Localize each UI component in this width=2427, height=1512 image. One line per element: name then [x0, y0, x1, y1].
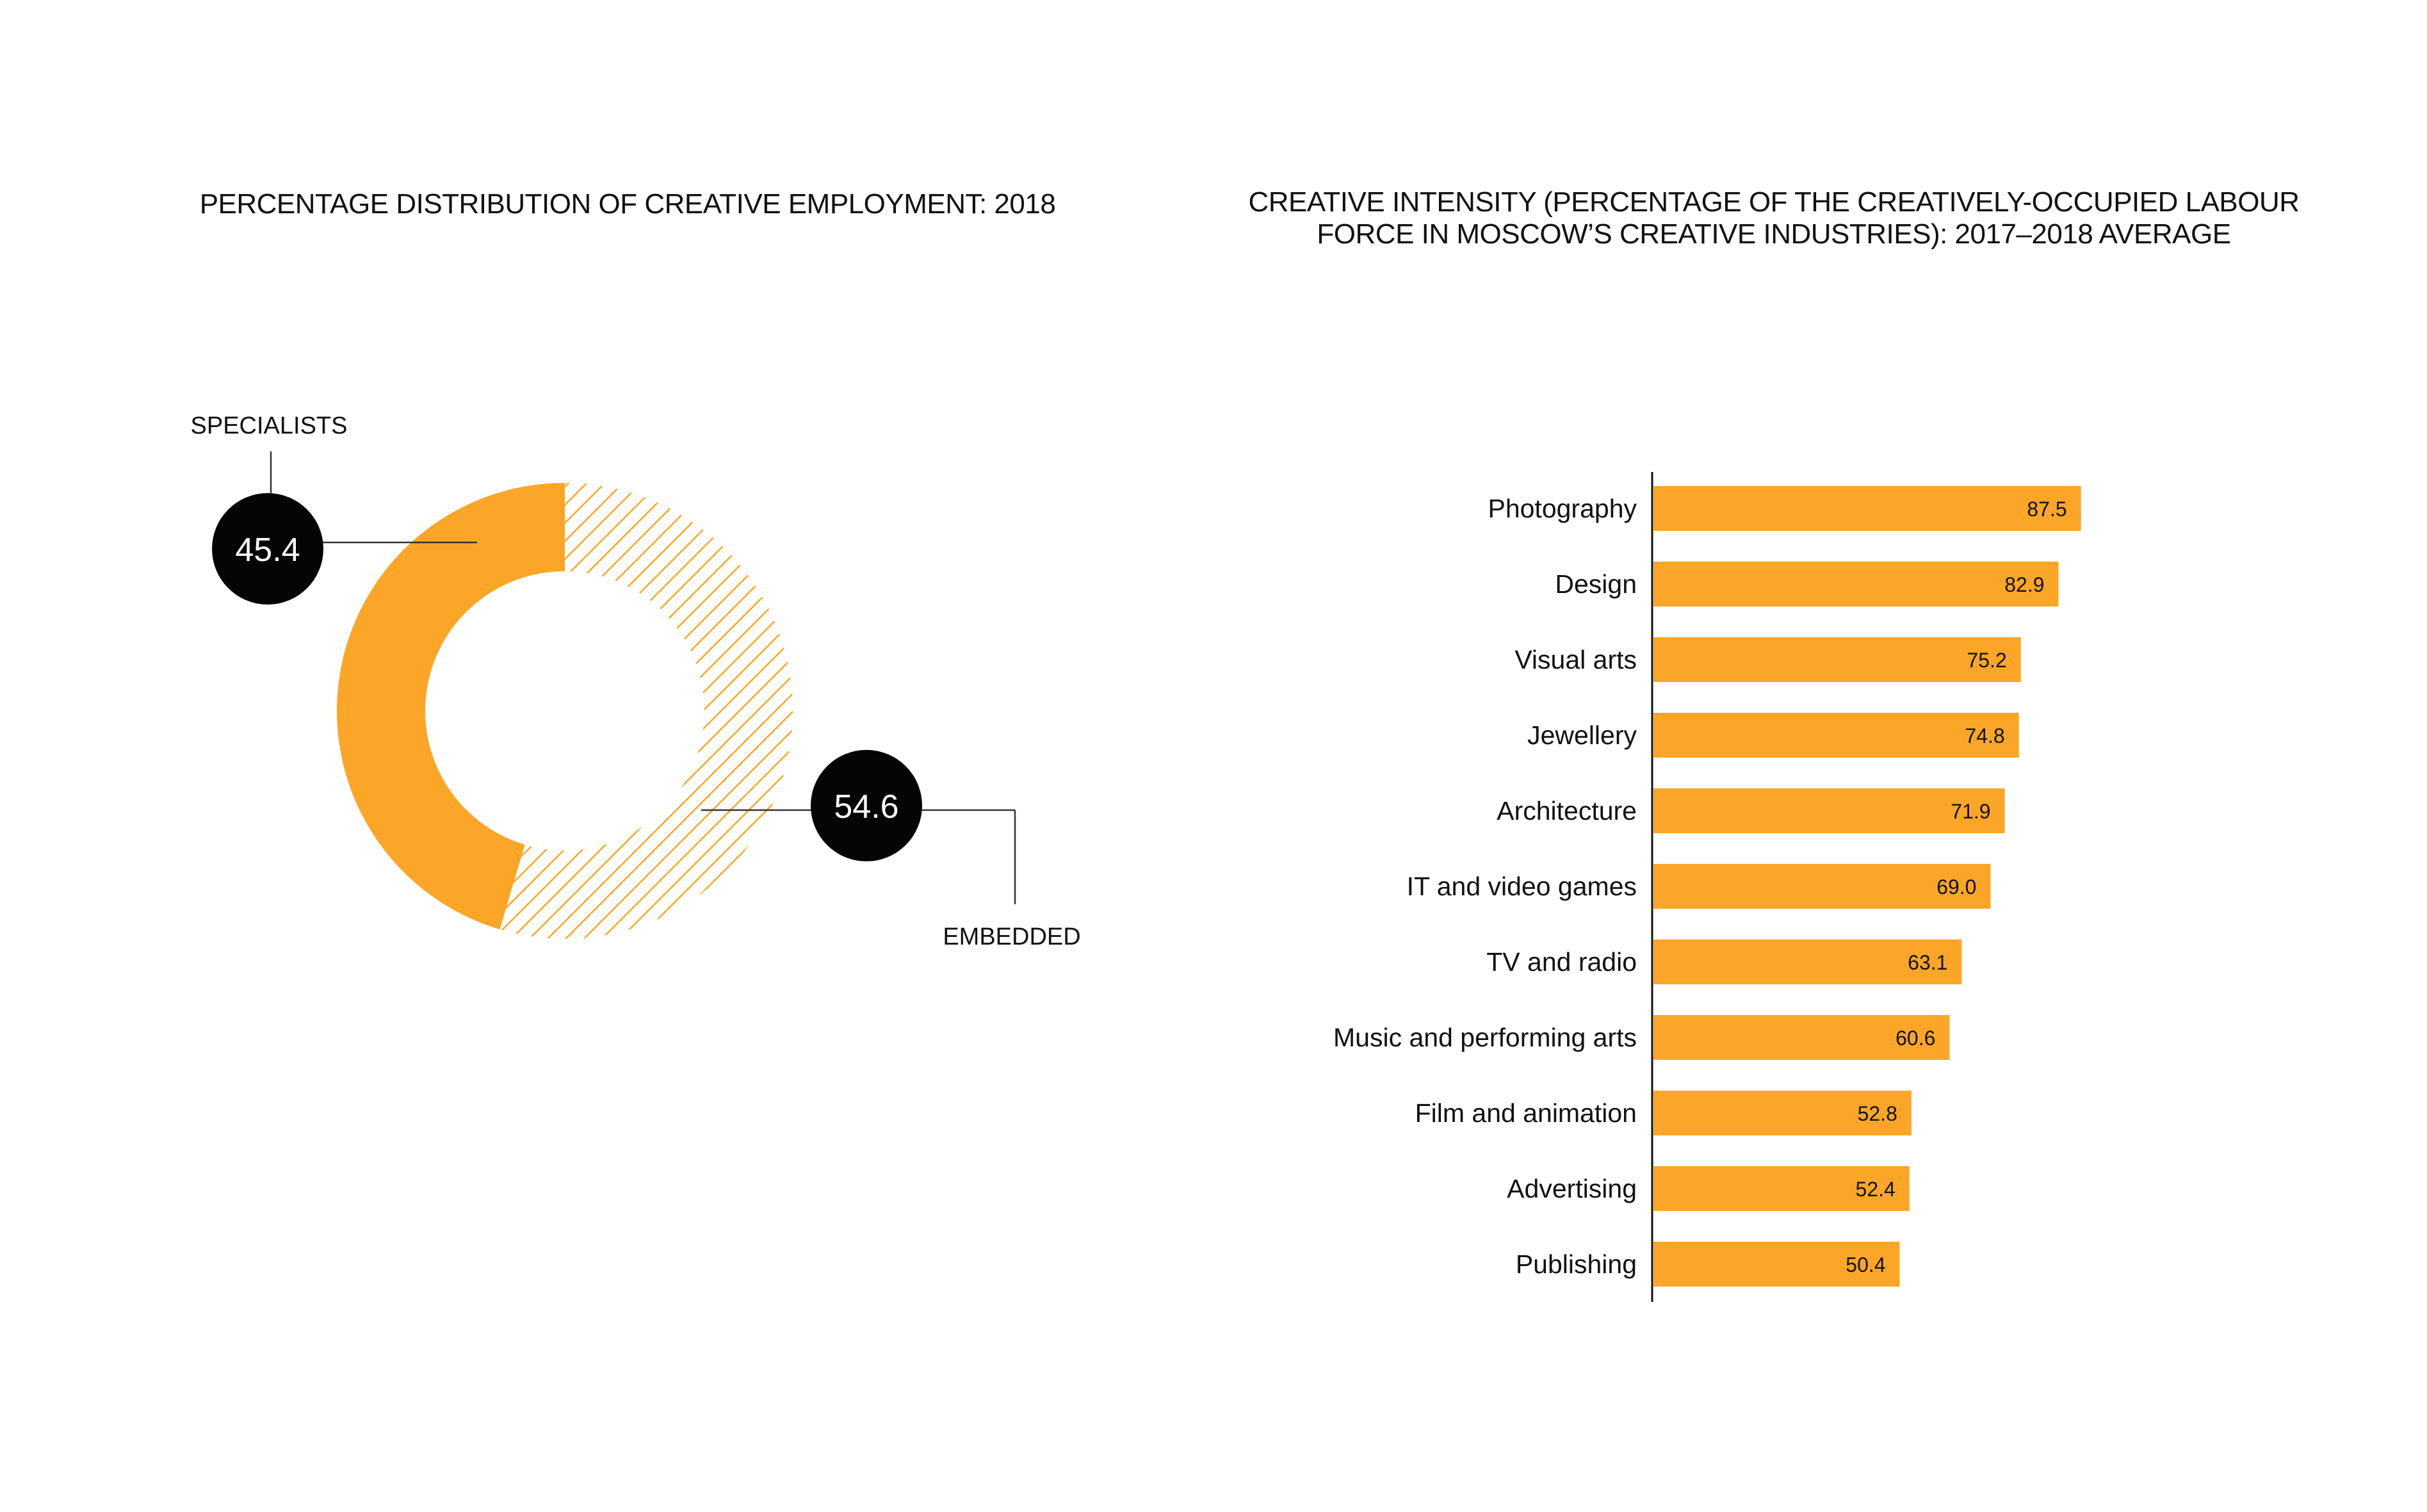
embedded-callout: 54.6 EMBEDDED [701, 750, 1081, 950]
bar-chart-title-line-2: FORCE IN MOSCOW’S CREATIVE INDUSTRIES): … [1317, 218, 2230, 250]
bar-category-label: Architecture [1497, 796, 1637, 825]
bar-value-label: 69.0 [1936, 875, 1976, 898]
bar-jewellery [1653, 713, 2019, 758]
bar-film-and-animation [1653, 1091, 1912, 1135]
donut-chart: PERCENTAGE DISTRIBUTION OF CREATIVE EMPL… [191, 188, 1081, 950]
bar-design [1653, 562, 2059, 606]
bar-photography [1653, 486, 2081, 531]
bar-advertising [1653, 1166, 1910, 1211]
bar-architecture [1653, 788, 2005, 833]
bar-value-label: 75.2 [1967, 649, 2006, 672]
bar-category-label: Advertising [1507, 1174, 1637, 1203]
bar-category-label: Visual arts [1514, 645, 1637, 674]
bar-category-label: Film and animation [1415, 1098, 1637, 1128]
bar-value-label: 60.6 [1895, 1027, 1935, 1050]
bar-chart-title-line-1: CREATIVE INTENSITY (PERCENTAGE OF THE CR… [1248, 186, 2299, 218]
specialists-callout: SPECIALISTS 45.4 [191, 412, 477, 605]
bar-value-label: 71.9 [1951, 800, 1990, 823]
specialists-label: SPECIALISTS [191, 412, 348, 439]
bar-value-label: 50.4 [1846, 1253, 1885, 1276]
embedded-label: EMBEDDED [943, 923, 1080, 950]
bar-category-label: Music and performing arts [1333, 1023, 1637, 1052]
bar-music-and-performing-arts [1653, 1015, 1950, 1060]
bar-value-label: 63.1 [1908, 951, 1947, 974]
bar-value-label: 52.4 [1856, 1178, 1895, 1201]
donut-slice-embedded [499, 483, 793, 939]
bar-chart: CREATIVE INTENSITY (PERCENTAGE OF THE CR… [1248, 186, 2300, 1302]
bar-category-label: Publishing [1516, 1249, 1637, 1279]
bar-category-label: Jewellery [1527, 720, 1637, 750]
embedded-value-bubble [811, 750, 922, 861]
bar-chart-bars: Photography 87.5 Design 82.9 Visual arts 75.2… [1333, 486, 2081, 1287]
specialists-value-bubble [212, 493, 323, 605]
donut-slices [337, 483, 793, 939]
bar-value-label: 52.8 [1858, 1102, 1897, 1125]
embedded-value-label: 54.6 [834, 788, 898, 825]
bar-publishing [1653, 1242, 1900, 1287]
donut-chart-title: PERCENTAGE DISTRIBUTION OF CREATIVE EMPL… [200, 188, 1056, 220]
bar-category-label: Photography [1488, 494, 1637, 523]
bar-category-label: Design [1555, 569, 1637, 599]
bar-visual-arts [1653, 637, 2021, 682]
bar-tv-and-radio [1653, 939, 1962, 984]
bar-value-label: 82.9 [2004, 573, 2044, 596]
bar-category-label: TV and radio [1486, 947, 1637, 977]
bar-value-label: 87.5 [2027, 498, 2066, 521]
bar-category-label: IT and video games [1407, 872, 1637, 901]
bar-value-label: 74.8 [1965, 724, 2004, 747]
bar-it-and-video-games [1653, 864, 1991, 909]
donut-slice-specialists [337, 483, 565, 930]
specialists-value-label: 45.4 [235, 532, 300, 569]
